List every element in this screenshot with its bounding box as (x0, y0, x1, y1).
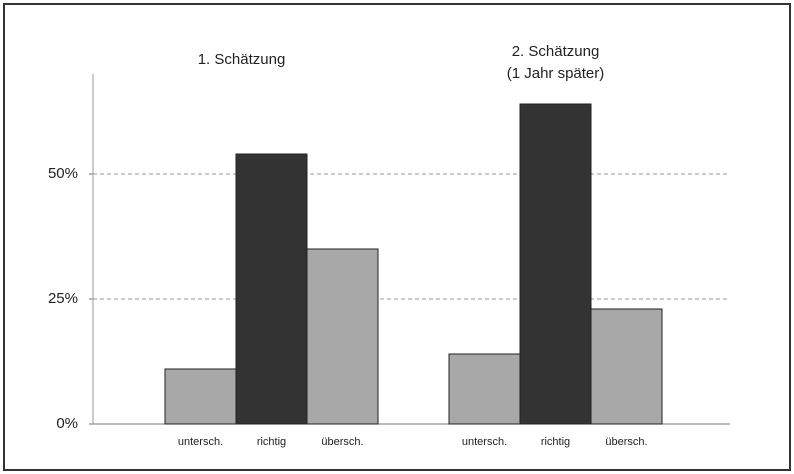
group-title: 2. Schätzung (512, 43, 600, 60)
y-tick-label: 25% (48, 290, 78, 307)
bar (448, 353, 521, 425)
bar (519, 103, 592, 425)
bar (235, 153, 308, 425)
x-tick-label: übersch. (605, 436, 647, 448)
x-tick-label: richtig (257, 436, 286, 448)
x-tick-label: richtig (541, 436, 570, 448)
frame (3, 3, 791, 471)
group-title: 1. Schätzung (198, 51, 286, 68)
bar (590, 308, 663, 425)
x-tick-label: übersch. (321, 436, 363, 448)
y-tick-label: 0% (56, 415, 78, 432)
bar (306, 248, 379, 425)
x-tick-label: untersch. (462, 436, 507, 448)
bar (164, 368, 237, 425)
y-tick-label: 50% (48, 165, 78, 182)
group-title: (1 Jahr später) (507, 65, 605, 82)
x-tick-label: untersch. (178, 436, 223, 448)
